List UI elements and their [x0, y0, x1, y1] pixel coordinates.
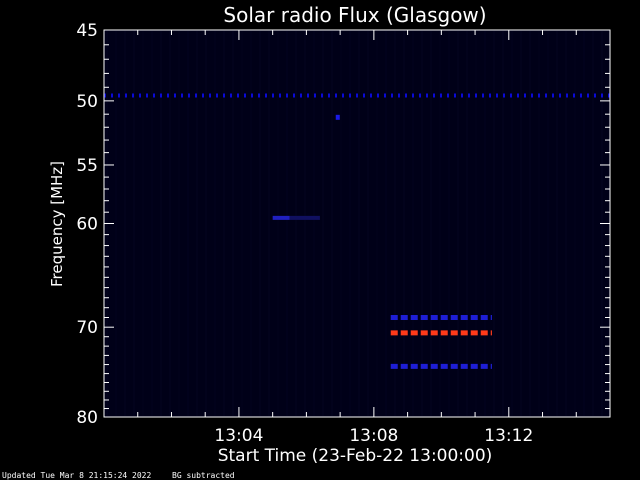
y-tick-label: 55 — [76, 156, 98, 176]
background-noise-stripes — [106, 31, 603, 416]
x-tick-label: 13:12 — [484, 426, 533, 446]
emission-features — [104, 93, 610, 369]
x-axis-ticks: 13:04 13:08 13:12 — [137, 30, 577, 446]
y-tick-label: 45 — [76, 21, 98, 41]
y-axis-ticks: 45 50 55 60 70 80 — [76, 21, 610, 428]
y-axis-label: Frequency [MHz] — [48, 161, 66, 287]
x-axis-label: Start Time (23-Feb-22 13:00:00) — [218, 446, 493, 466]
x-tick-label: 13:04 — [214, 426, 263, 446]
y-tick-label: 70 — [76, 318, 98, 338]
updated-timestamp: Updated Tue Mar 8 21:15:24 2022 — [2, 471, 151, 480]
y-tick-label: 60 — [76, 215, 98, 235]
y-tick-label: 80 — [76, 408, 98, 428]
x-tick-label: 13:08 — [349, 426, 398, 446]
y-tick-label: 50 — [76, 92, 98, 112]
plot-area — [104, 30, 610, 417]
feature-spot — [335, 114, 340, 120]
chart-title: Solar radio Flux (Glasgow) — [223, 3, 486, 27]
bg-subtracted-note: BG subtracted — [172, 471, 235, 480]
